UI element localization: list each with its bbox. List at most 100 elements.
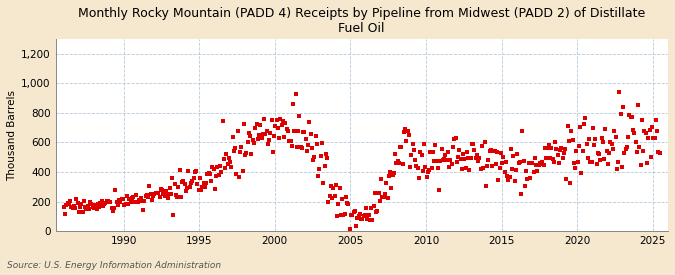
Point — [587, 126, 598, 130]
Point — [502, 173, 512, 178]
Point — [532, 169, 543, 174]
Point — [581, 141, 592, 146]
Point — [114, 198, 125, 202]
Point — [212, 165, 223, 169]
Point — [554, 161, 564, 165]
Point — [420, 165, 431, 169]
Point — [508, 154, 519, 158]
Point — [412, 166, 423, 170]
Point — [571, 149, 582, 154]
Point — [527, 160, 538, 165]
Point — [610, 134, 621, 139]
Point — [129, 200, 140, 204]
Point — [363, 213, 374, 217]
Point — [219, 165, 230, 170]
Point — [557, 156, 568, 160]
Point — [459, 156, 470, 161]
Point — [597, 140, 608, 144]
Point — [140, 194, 151, 199]
Point — [637, 118, 647, 122]
Point — [317, 141, 327, 145]
Point — [322, 156, 333, 161]
Point — [298, 130, 308, 134]
Point — [66, 205, 77, 210]
Point — [283, 128, 294, 133]
Point — [284, 139, 295, 143]
Point — [319, 164, 330, 169]
Point — [491, 161, 502, 166]
Point — [151, 191, 161, 195]
Point — [358, 214, 369, 219]
Point — [74, 210, 84, 214]
Point — [436, 147, 447, 152]
Point — [237, 169, 248, 173]
Point — [406, 153, 417, 157]
Point — [516, 192, 526, 196]
Point — [265, 131, 276, 135]
Point — [95, 201, 106, 206]
Point — [162, 191, 173, 196]
Point — [293, 129, 304, 134]
Point — [608, 147, 618, 152]
Point — [465, 155, 476, 160]
Point — [280, 121, 291, 125]
Point — [427, 150, 438, 155]
Point — [84, 207, 95, 211]
Point — [119, 203, 130, 207]
Point — [99, 202, 109, 207]
Point — [290, 92, 301, 96]
Point — [562, 124, 573, 129]
Point — [104, 199, 115, 204]
Point — [477, 143, 487, 148]
Point — [348, 210, 359, 214]
Point — [378, 194, 389, 199]
Point — [613, 160, 624, 164]
Point — [514, 160, 525, 164]
Point — [257, 132, 268, 136]
Point — [333, 202, 344, 207]
Point — [431, 159, 442, 163]
Point — [529, 156, 540, 160]
Point — [555, 148, 566, 152]
Point — [531, 163, 541, 167]
Point — [578, 122, 589, 127]
Point — [470, 156, 481, 160]
Point — [59, 211, 70, 216]
Point — [535, 161, 545, 166]
Point — [352, 216, 362, 220]
Point — [456, 167, 467, 171]
Point — [164, 185, 175, 190]
Point — [642, 160, 653, 165]
Point — [379, 192, 390, 196]
Point — [285, 139, 296, 143]
Point — [472, 158, 483, 163]
Point — [541, 156, 551, 161]
Point — [405, 165, 416, 170]
Point — [223, 156, 234, 161]
Point — [398, 130, 409, 134]
Point — [279, 134, 290, 139]
Point — [71, 197, 82, 201]
Point — [350, 208, 360, 213]
Point — [182, 186, 192, 190]
Point — [491, 150, 502, 154]
Point — [153, 191, 163, 195]
Point — [206, 179, 217, 183]
Point — [616, 164, 627, 169]
Point — [460, 165, 471, 170]
Point — [547, 156, 558, 161]
Point — [404, 133, 414, 137]
Point — [407, 142, 418, 146]
Point — [605, 140, 616, 144]
Point — [135, 196, 146, 200]
Point — [517, 129, 528, 133]
Point — [604, 151, 615, 155]
Point — [321, 152, 331, 156]
Point — [628, 128, 639, 133]
Point — [149, 192, 160, 197]
Point — [273, 125, 284, 130]
Point — [367, 218, 378, 222]
Point — [143, 194, 154, 199]
Point — [144, 184, 155, 188]
Point — [323, 200, 333, 204]
